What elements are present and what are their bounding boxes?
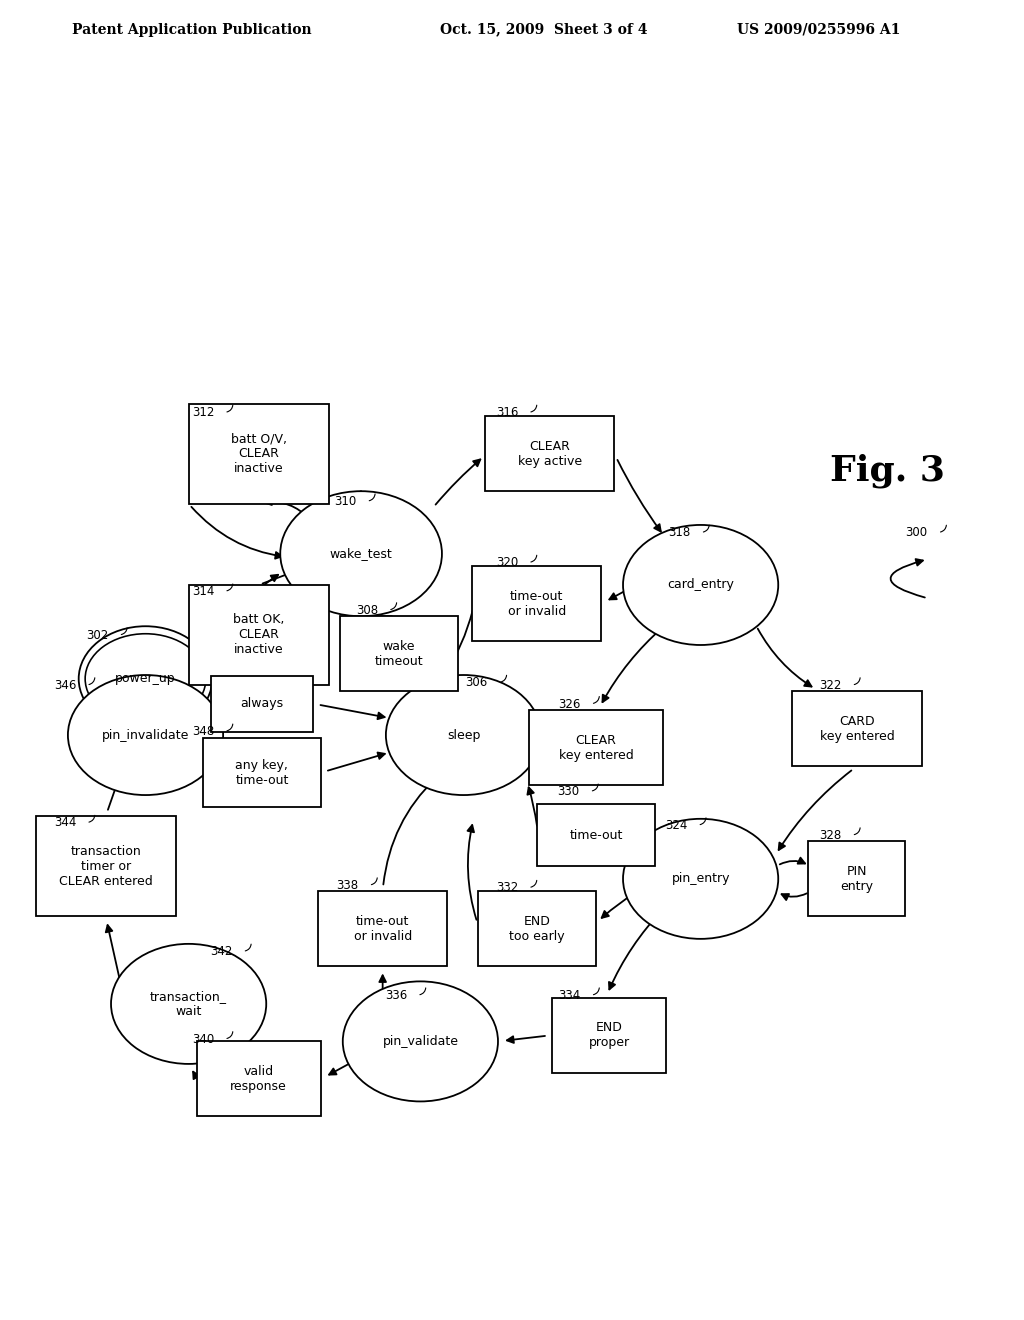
Text: 332: 332 (496, 882, 518, 895)
Text: pin_invalidate: pin_invalidate (101, 729, 189, 742)
Text: 322: 322 (819, 678, 842, 692)
Bar (808, 841, 905, 916)
Ellipse shape (79, 626, 212, 731)
Text: Patent Application Publication: Patent Application Publication (72, 22, 311, 37)
Ellipse shape (68, 675, 223, 795)
Text: 326: 326 (558, 697, 581, 710)
Text: 328: 328 (819, 829, 842, 842)
Text: 336: 336 (385, 989, 408, 1002)
Text: time-out
or invalid: time-out or invalid (353, 915, 412, 942)
Bar (203, 738, 322, 807)
Text: wake_test: wake_test (330, 548, 392, 560)
Ellipse shape (386, 675, 541, 795)
Text: any key,
time-out: any key, time-out (236, 759, 289, 787)
Bar (552, 998, 666, 1073)
Text: 310: 310 (334, 495, 356, 508)
Text: wake
timeout: wake timeout (375, 640, 423, 668)
Bar (318, 891, 447, 966)
Text: 302: 302 (86, 628, 109, 642)
Ellipse shape (343, 981, 498, 1101)
Bar (197, 1041, 321, 1117)
Text: power_up: power_up (116, 672, 176, 685)
Bar (472, 566, 601, 642)
Text: 318: 318 (669, 527, 690, 539)
Bar (485, 416, 614, 491)
Text: 344: 344 (54, 816, 76, 829)
Text: 308: 308 (355, 603, 378, 616)
Text: 320: 320 (496, 556, 518, 569)
Text: 312: 312 (191, 407, 214, 420)
Text: transaction
timer or
CLEAR entered: transaction timer or CLEAR entered (58, 845, 153, 888)
Ellipse shape (623, 818, 778, 939)
Bar (211, 676, 313, 731)
Text: 300: 300 (905, 527, 928, 539)
Bar (528, 710, 664, 785)
Bar (477, 891, 596, 966)
Bar (188, 585, 329, 685)
Text: 334: 334 (558, 989, 581, 1002)
Text: US 2009/0255996 A1: US 2009/0255996 A1 (737, 22, 901, 37)
Text: pin_entry: pin_entry (672, 873, 730, 886)
Text: 346: 346 (54, 678, 76, 692)
Ellipse shape (623, 525, 778, 645)
Text: PIN
entry: PIN entry (841, 865, 873, 892)
Text: END
too early: END too early (509, 915, 564, 942)
Text: 316: 316 (496, 407, 518, 420)
Text: batt OK,
CLEAR
inactive: batt OK, CLEAR inactive (233, 614, 285, 656)
Text: batt O/V,
CLEAR
inactive: batt O/V, CLEAR inactive (230, 432, 287, 475)
Text: card_entry: card_entry (668, 578, 734, 591)
Bar (188, 404, 329, 504)
Text: END
proper: END proper (589, 1022, 630, 1049)
Text: 340: 340 (191, 1032, 214, 1045)
Text: 348: 348 (191, 725, 214, 738)
Text: 314: 314 (191, 585, 214, 598)
Text: Fig. 3: Fig. 3 (830, 454, 945, 488)
Ellipse shape (281, 491, 442, 616)
Bar (36, 816, 176, 916)
Text: pin_validate: pin_validate (382, 1035, 459, 1048)
Bar (537, 804, 655, 866)
Text: valid
response: valid response (230, 1065, 287, 1093)
Text: sleep: sleep (446, 729, 480, 742)
Text: 342: 342 (210, 945, 232, 958)
Text: transaction_
wait: transaction_ wait (151, 990, 227, 1018)
Text: CLEAR
key active: CLEAR key active (518, 440, 582, 467)
Text: always: always (241, 697, 284, 710)
Text: 306: 306 (466, 676, 487, 689)
Bar (793, 692, 922, 767)
Text: 338: 338 (336, 879, 358, 892)
Text: CLEAR
key entered: CLEAR key entered (559, 734, 634, 762)
Text: Oct. 15, 2009  Sheet 3 of 4: Oct. 15, 2009 Sheet 3 of 4 (440, 22, 648, 37)
Text: time-out
or invalid: time-out or invalid (508, 590, 566, 618)
Text: CARD
key entered: CARD key entered (819, 714, 894, 743)
Bar (340, 616, 458, 692)
Text: time-out: time-out (569, 829, 623, 842)
Text: 330: 330 (557, 785, 580, 799)
Text: 324: 324 (665, 818, 687, 832)
Ellipse shape (111, 944, 266, 1064)
